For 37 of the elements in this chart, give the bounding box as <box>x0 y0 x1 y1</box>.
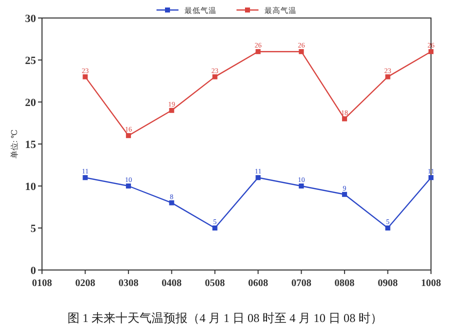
point <box>342 192 348 197</box>
point <box>428 175 434 180</box>
y-tick-label: 30 <box>25 13 36 25</box>
point <box>385 74 390 80</box>
point <box>169 108 174 113</box>
point <box>298 184 304 188</box>
point <box>126 184 131 188</box>
point <box>126 133 131 138</box>
y-tick-label: 5 <box>30 223 36 235</box>
y-tick-label: 20 <box>25 97 36 109</box>
x-tick-label: 0408 <box>162 278 182 289</box>
x-tick-label: 1008 <box>421 278 441 289</box>
y-tick-label: 15 <box>25 139 36 151</box>
point <box>385 226 390 230</box>
point <box>169 200 174 206</box>
point <box>342 116 348 122</box>
x-tick-label: 0608 <box>248 278 268 289</box>
point <box>82 74 88 80</box>
y-axis-title: 单位: ℃ <box>10 129 19 159</box>
x-tick-label: 0708 <box>291 278 312 289</box>
x-tick-label: 0308 <box>118 278 138 289</box>
point <box>82 175 88 180</box>
x-tick-label: 0208 <box>75 278 96 289</box>
caption: 图 1 未来十天气温预报（4 月 1 日 08 时至 4 月 10 日 08 时） <box>68 311 382 325</box>
point <box>256 175 261 180</box>
y-tick-label: 25 <box>25 55 36 67</box>
x-tick-label: 0508 <box>204 278 225 289</box>
point <box>212 74 218 80</box>
point <box>256 49 261 54</box>
x-tick-label: 0808 <box>334 278 355 289</box>
y-tick-label: 10 <box>25 181 36 193</box>
y-tick-label: 0 <box>30 265 36 277</box>
x-tick-label: 0908 <box>378 278 398 289</box>
x-tick-label: 0108 <box>32 278 52 289</box>
point <box>212 226 218 230</box>
point <box>298 49 304 54</box>
point <box>428 49 434 54</box>
